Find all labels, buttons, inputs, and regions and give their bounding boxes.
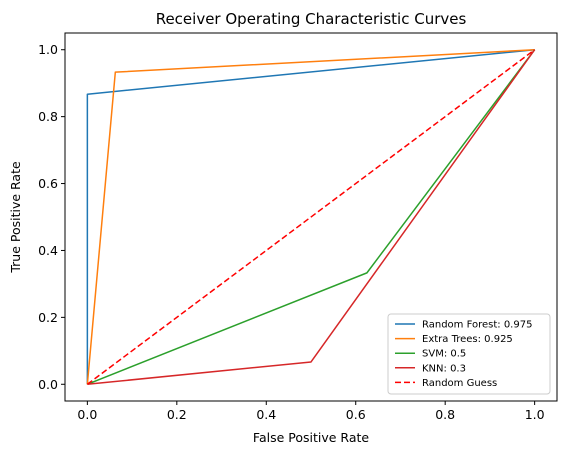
series-line-2	[87, 49, 536, 385]
y-tick-label: 0.2	[38, 310, 58, 325]
legend: Random Forest: 0.975 Extra Trees: 0.925 SV…	[387, 313, 551, 395]
y-tick-label: 0.4	[38, 243, 58, 258]
y-axis-label: True Positive Rate	[8, 161, 23, 274]
plot-frame	[64, 32, 558, 402]
x-axis-ticks: 0.0 0.2 0.4 0.6 0.8 1.0	[77, 401, 545, 422]
y-axis-ticks: 0.0 0.2 0.4 0.6 0.8 1.0	[38, 42, 65, 392]
legend-label: Random Forest: 0.975	[422, 320, 532, 331]
y-tick-label: 0.0	[38, 377, 58, 392]
series-line-3	[87, 49, 536, 386]
legend-label: KNN: 0.3	[422, 363, 466, 374]
legend-box	[387, 313, 551, 395]
series-line-0	[86, 48, 535, 385]
legend-label: SVM: 0.5	[422, 349, 466, 360]
y-tick-label: 0.8	[38, 109, 58, 124]
x-tick-label: 0.0	[77, 407, 97, 422]
x-tick-label: 0.4	[256, 407, 276, 422]
chart-title: Receiver Operating Characteristic Curves	[156, 10, 467, 28]
x-tick-label: 0.6	[346, 407, 366, 422]
series-line-4	[86, 49, 536, 385]
legend-label: Extra Trees: 0.925	[422, 334, 513, 345]
legend-label: Random Guess	[422, 378, 497, 389]
series-line-1	[86, 48, 535, 385]
x-tick-label: 1.0	[525, 407, 545, 422]
x-tick-label: 0.8	[435, 407, 455, 422]
x-tick-label: 0.2	[167, 407, 187, 422]
y-tick-label: 1.0	[38, 42, 58, 57]
plot-lines	[86, 48, 536, 386]
x-axis-label: False Positive Rate	[253, 430, 369, 445]
y-tick-label: 0.6	[38, 176, 58, 191]
